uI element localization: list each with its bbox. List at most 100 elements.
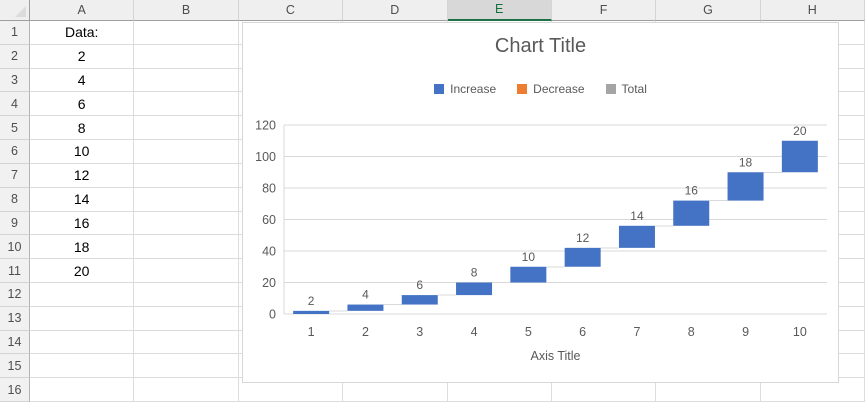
cell-B15[interactable]: [134, 354, 239, 379]
row-header-11[interactable]: 11: [0, 259, 30, 283]
cell-B2[interactable]: [134, 44, 239, 69]
row-header-column: 1 2 3 4 5 6 7 8 9 10 11 12 13 14 15 16: [0, 21, 30, 402]
x-tick-label-9: 9: [742, 325, 749, 339]
cell-A11[interactable]: 20: [30, 259, 135, 283]
chart-legend[interactable]: Increase Decrease Total: [243, 81, 838, 97]
cell-B6[interactable]: [134, 140, 239, 164]
cell-A8[interactable]: 14: [30, 187, 135, 212]
cell-A6[interactable]: 10: [30, 140, 135, 164]
cell-B9[interactable]: [134, 211, 239, 236]
y-tick-label: 0: [269, 308, 276, 322]
row-header-15[interactable]: 15: [0, 354, 30, 379]
x-tick-label-10: 10: [793, 325, 807, 339]
cell-A1[interactable]: Data:: [30, 21, 135, 45]
cell-B4[interactable]: [134, 92, 239, 117]
waterfall-bar-10[interactable]: [781, 140, 818, 173]
cell-B16[interactable]: [134, 378, 239, 402]
cell-A16[interactable]: [30, 378, 135, 402]
row-header-8[interactable]: 8: [0, 187, 30, 212]
x-tick-label-6: 6: [579, 325, 586, 339]
column-header-B[interactable]: B: [134, 0, 239, 21]
data-label-3: 6: [416, 278, 423, 292]
waterfall-bar-4[interactable]: [456, 282, 493, 296]
legend-swatch-increase: [434, 84, 445, 94]
cell-A14[interactable]: [30, 330, 135, 355]
row-header-9[interactable]: 9: [0, 211, 30, 236]
cell-A3[interactable]: 4: [30, 68, 135, 93]
column-header-D[interactable]: D: [343, 0, 448, 21]
x-tick-label-3: 3: [416, 325, 423, 339]
row-header-3[interactable]: 3: [0, 68, 30, 93]
waterfall-bar-5[interactable]: [510, 266, 547, 283]
cell-A5[interactable]: 8: [30, 116, 135, 141]
column-header-C[interactable]: C: [238, 0, 344, 21]
waterfall-bar-7[interactable]: [618, 225, 655, 248]
select-all-corner[interactable]: [0, 0, 30, 21]
legend-swatch-total: [605, 84, 616, 94]
y-tick-label: 80: [262, 182, 276, 196]
row-header-4[interactable]: 4: [0, 92, 30, 117]
cell-A12[interactable]: [30, 282, 135, 307]
column-header-E[interactable]: E: [447, 0, 552, 21]
waterfall-bar-8[interactable]: [673, 200, 710, 226]
x-tick-label-8: 8: [688, 325, 695, 339]
y-tick-label: 100: [255, 150, 276, 164]
x-tick-label-7: 7: [633, 325, 640, 339]
waterfall-bar-1[interactable]: [293, 310, 330, 314]
column-header-A[interactable]: A: [30, 0, 135, 21]
chart-title[interactable]: Chart Title: [494, 35, 587, 57]
row-header-13[interactable]: 13: [0, 306, 30, 331]
row-header-2[interactable]: 2: [0, 44, 30, 69]
waterfall-bar-3[interactable]: [401, 295, 438, 305]
legend-label: Increase: [450, 82, 497, 96]
select-all-triangle: [15, 6, 26, 17]
cell-B11[interactable]: [134, 259, 239, 283]
cell-A15[interactable]: [30, 354, 135, 379]
cell-B8[interactable]: [134, 187, 239, 212]
cell-A4[interactable]: 6: [30, 92, 135, 117]
cell-B5[interactable]: [134, 116, 239, 141]
row-header-6[interactable]: 6: [0, 140, 30, 164]
waterfall-bar-2[interactable]: [347, 304, 384, 311]
row-header-1[interactable]: 1: [0, 21, 30, 45]
cell-A10[interactable]: 18: [30, 235, 135, 260]
cell-B14[interactable]: [134, 330, 239, 355]
waterfall-bar-9[interactable]: [727, 172, 764, 201]
legend-item-decrease[interactable]: Decrease: [517, 82, 585, 96]
column-header-H[interactable]: H: [760, 0, 865, 21]
chart-object[interactable]: Chart Title Increase Decrease Total 0 20 40 6…: [242, 22, 839, 383]
row-header-5[interactable]: 5: [0, 116, 30, 141]
data-label-4: 8: [471, 266, 478, 280]
row-header-14[interactable]: 14: [0, 330, 30, 355]
y-tick-label: 60: [262, 213, 276, 227]
x-axis-title[interactable]: Axis Title: [530, 349, 581, 363]
row-header-12[interactable]: 12: [0, 282, 30, 307]
y-tick-label: 20: [262, 276, 276, 290]
data-label-9: 18: [739, 155, 753, 169]
waterfall-plot-area[interactable]: 0204060801001202142638410512614716818920…: [243, 23, 838, 382]
cell-B7[interactable]: [134, 163, 239, 188]
row-header-16[interactable]: 16: [0, 378, 30, 402]
cell-B12[interactable]: [134, 282, 239, 307]
cell-A7[interactable]: 12: [30, 163, 135, 188]
waterfall-bar-6[interactable]: [564, 247, 601, 267]
cell-A9[interactable]: 16: [30, 211, 135, 236]
legend-item-increase[interactable]: Increase: [434, 82, 496, 96]
cell-B3[interactable]: [134, 68, 239, 93]
cell-B13[interactable]: [134, 306, 239, 331]
cell-A13[interactable]: [30, 306, 135, 331]
legend-label: Decrease: [533, 82, 585, 96]
column-header-F[interactable]: F: [551, 0, 657, 21]
row-header-10[interactable]: 10: [0, 235, 30, 260]
x-tick-label-4: 4: [471, 325, 478, 339]
cell-A2[interactable]: 2: [30, 44, 135, 69]
data-label-5: 10: [522, 250, 536, 264]
column-header-G[interactable]: G: [656, 0, 761, 21]
x-tick-label-1: 1: [308, 325, 315, 339]
row-header-7[interactable]: 7: [0, 163, 30, 188]
data-label-10: 20: [793, 124, 807, 138]
legend-item-total[interactable]: Total: [605, 82, 647, 96]
cell-B1[interactable]: [134, 21, 239, 45]
cell-B10[interactable]: [134, 235, 239, 260]
